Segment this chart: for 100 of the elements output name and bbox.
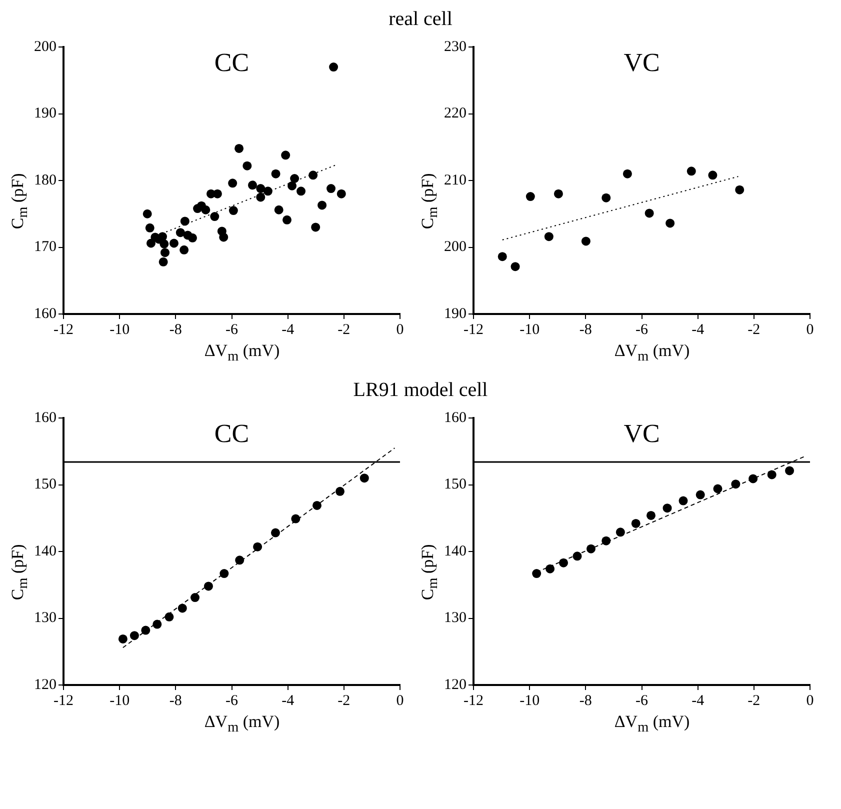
y-tick-label: 140 — [444, 544, 466, 560]
point — [311, 222, 320, 232]
point — [270, 528, 280, 538]
point — [644, 208, 654, 218]
point — [220, 569, 229, 578]
x-tick-label: -6 — [636, 693, 648, 710]
point — [581, 236, 590, 246]
point — [180, 245, 189, 254]
point — [235, 556, 244, 566]
point — [228, 178, 238, 188]
point — [282, 215, 292, 224]
y-tick-label: 150 — [444, 477, 466, 494]
point — [180, 216, 190, 226]
point — [586, 544, 596, 554]
chart-title: CC — [214, 48, 250, 77]
x-tick-label: -12 — [54, 693, 74, 710]
point — [263, 186, 272, 196]
point — [201, 205, 210, 214]
point — [281, 150, 290, 160]
point — [731, 480, 740, 489]
point — [210, 212, 220, 222]
x-tick-label: -8 — [169, 322, 182, 338]
x-tick-label: -10 — [110, 693, 130, 710]
point — [510, 262, 520, 272]
point — [335, 487, 344, 496]
y-tick-label: 210 — [444, 172, 466, 188]
y-tick-label: 130 — [444, 610, 466, 627]
point — [602, 193, 611, 202]
point — [554, 189, 563, 198]
point — [696, 490, 705, 500]
point — [291, 514, 300, 524]
point — [666, 218, 675, 228]
point — [526, 192, 535, 202]
chart-title: CC — [214, 419, 250, 448]
x-tick-label: -4 — [282, 693, 295, 710]
point — [767, 470, 776, 480]
x-tick-label: -8 — [169, 693, 182, 710]
x-tick-label: 0 — [396, 322, 404, 338]
point — [336, 189, 346, 198]
y-tick-label: 170 — [34, 239, 56, 256]
point — [735, 185, 744, 194]
x-tick-label: -4 — [692, 322, 705, 338]
x-tick-label: 0 — [806, 322, 814, 338]
point — [708, 170, 718, 180]
point — [160, 248, 170, 258]
y-tick-label: 160 — [34, 410, 56, 426]
x-tick-label: -8 — [579, 322, 592, 338]
x-tick-label: -10 — [110, 322, 130, 338]
point — [288, 181, 297, 190]
point — [748, 474, 758, 484]
text: LR91 model cell — [353, 379, 488, 402]
x-axis-title: ΔV$_{m}$ (mV) — [203, 712, 281, 737]
point — [616, 528, 625, 538]
x-axis-title: ΔV$_{m}$ (mV) — [613, 341, 691, 366]
point — [152, 620, 162, 630]
point — [622, 169, 632, 178]
point — [176, 228, 185, 238]
point — [248, 180, 257, 190]
x-tick-label: -12 — [54, 322, 74, 338]
point — [646, 511, 656, 520]
point — [190, 593, 200, 602]
point — [204, 582, 213, 592]
point — [326, 184, 336, 194]
text: real cell — [388, 8, 452, 30]
point — [164, 612, 174, 622]
y-tick-label: 200 — [34, 38, 56, 55]
point — [160, 239, 169, 248]
chart-title: VC — [624, 48, 660, 77]
point — [312, 501, 322, 510]
point — [253, 542, 262, 552]
point — [158, 257, 168, 266]
point — [308, 170, 318, 180]
point — [329, 62, 338, 72]
point — [169, 238, 178, 248]
x-tick-label: -2 — [748, 693, 760, 710]
point — [572, 552, 582, 562]
y-tick-label: 190 — [444, 306, 466, 322]
x-tick-label: -2 — [338, 693, 350, 710]
point — [678, 496, 688, 506]
point — [532, 569, 542, 578]
y-tick-label: 230 — [444, 38, 466, 55]
x-tick-label: -12 — [464, 322, 484, 338]
chart-title: VC — [624, 419, 660, 448]
x-axis-title: ΔV$_{m}$ (mV) — [613, 712, 691, 737]
point — [274, 205, 284, 214]
x-tick-label: -8 — [579, 693, 592, 710]
point — [785, 466, 794, 476]
y-tick-label: 160 — [444, 410, 466, 426]
y-tick-label: 120 — [444, 677, 466, 694]
point — [118, 634, 128, 644]
x-axis-title: ΔV$_{m}$ (mV) — [203, 341, 281, 366]
point — [271, 169, 280, 178]
x-tick-label: -10 — [520, 693, 540, 710]
y-tick-label: 140 — [34, 544, 56, 560]
point — [602, 536, 611, 546]
x-tick-label: -4 — [692, 693, 705, 710]
point — [713, 484, 722, 494]
y-tick-label: 160 — [34, 306, 56, 322]
point — [662, 504, 672, 514]
point — [219, 232, 228, 242]
